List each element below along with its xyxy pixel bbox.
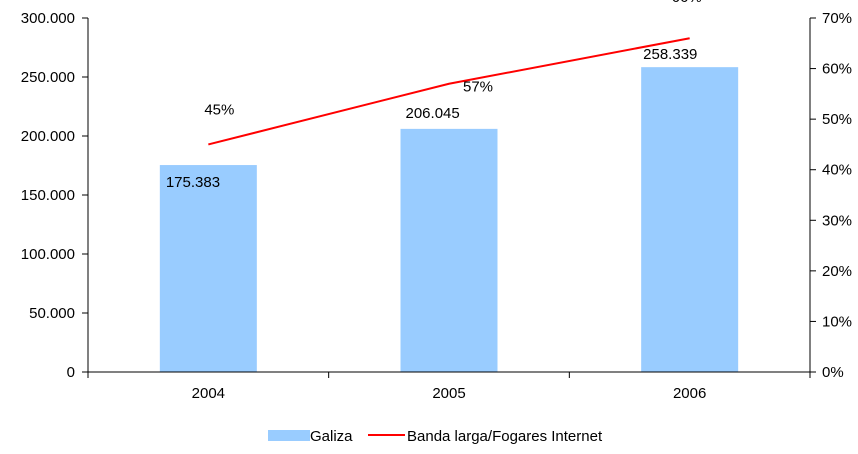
x-tick-label: 2006 xyxy=(673,385,706,402)
x-tick-label: 2005 xyxy=(432,385,465,402)
legend-label-banda-larga: Banda larga/Fogares Internet xyxy=(407,428,603,445)
left-y-tick-label: 150.000 xyxy=(21,187,75,204)
right-y-tick-label: 20% xyxy=(822,263,852,280)
right-y-tick-label: 30% xyxy=(822,212,852,229)
legend-swatch-galiza xyxy=(268,430,310,441)
x-tick-label: 2004 xyxy=(192,385,225,402)
right-y-tick-label: 40% xyxy=(822,162,852,179)
left-y-tick-label: 50.000 xyxy=(29,305,75,322)
right-y-tick-label: 10% xyxy=(822,313,852,330)
line-data-label: 66% xyxy=(672,0,702,6)
bar-data-label: 175.383 xyxy=(166,174,220,191)
line-data-label: 57% xyxy=(463,79,493,96)
bar-2005 xyxy=(400,128,498,372)
left-y-tick-label: 0 xyxy=(67,364,75,381)
line-series-banda-larga xyxy=(208,37,690,146)
bar-2006 xyxy=(641,67,739,373)
line-data-label: 45% xyxy=(204,101,234,118)
legend-label-galiza: Galiza xyxy=(310,428,353,445)
bar-data-label: 258.339 xyxy=(643,46,697,63)
left-y-tick-label: 200.000 xyxy=(21,128,75,145)
left-y-tick-label: 100.000 xyxy=(21,246,75,263)
bar-data-label: 206.045 xyxy=(406,105,460,122)
left-y-tick-label: 250.000 xyxy=(21,69,75,86)
right-y-tick-label: 0% xyxy=(822,364,844,381)
bar-series-group xyxy=(159,67,739,373)
axes-group: 0 50.000 100.000 150.000 200.000 250.000 300.0… xyxy=(21,10,852,402)
line-series-group xyxy=(208,37,690,146)
left-y-tick-label: 300.000 xyxy=(21,10,75,27)
data-labels-group: 175.383 206.045 258.339 45% 57% 66% xyxy=(166,0,702,191)
legend: Galiza Banda larga/Fogares Internet xyxy=(268,428,603,445)
right-y-tick-label: 70% xyxy=(822,10,852,27)
right-y-tick-label: 60% xyxy=(822,61,852,78)
bar-2004 xyxy=(159,165,257,372)
right-y-tick-label: 50% xyxy=(822,111,852,128)
